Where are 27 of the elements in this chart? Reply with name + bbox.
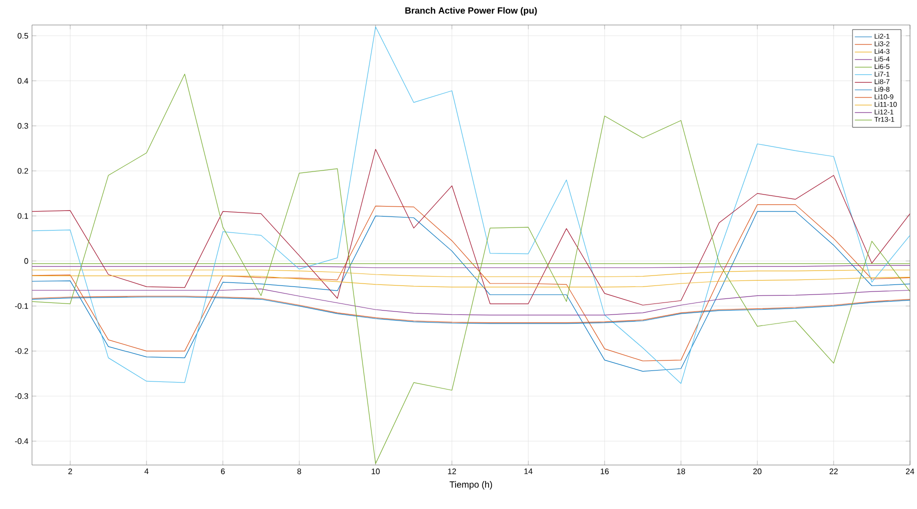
x-tick-label: 2 (68, 468, 72, 474)
y-tick-label: 0.3 (18, 123, 28, 129)
line-series (32, 148, 910, 306)
y-tick-label: 0.2 (18, 168, 28, 174)
y-tick-label: -0.3 (15, 393, 28, 399)
x-tick-label: 24 (906, 468, 914, 474)
y-tick-label: 0.4 (18, 78, 28, 84)
x-tick-label: 8 (297, 468, 302, 474)
x-axis-title: Tiempo (h) (450, 481, 492, 490)
x-tick-label: 6 (221, 468, 225, 474)
line-series (32, 74, 910, 464)
x-tick-label: 18 (677, 468, 686, 474)
x-tick-label: 16 (600, 468, 609, 474)
x-tick-label: 12 (448, 468, 456, 474)
line-series (32, 26, 910, 384)
y-tick-label: 0.5 (18, 32, 28, 39)
y-tick-label: 0 (24, 258, 28, 264)
y-tick-label: 0.1 (18, 213, 28, 219)
x-tick-label: 10 (372, 468, 380, 474)
x-tick-label: 14 (524, 468, 532, 474)
y-tick-label: -0.2 (15, 348, 28, 354)
chart-title: Branch Active Power Flow (pu) (405, 7, 537, 16)
x-tick-label: 22 (830, 468, 838, 474)
x-tick-label: 4 (144, 468, 149, 474)
x-tick-label: 20 (753, 468, 762, 474)
y-tick-label: -0.4 (15, 438, 28, 444)
y-tick-label: -0.1 (15, 303, 28, 309)
